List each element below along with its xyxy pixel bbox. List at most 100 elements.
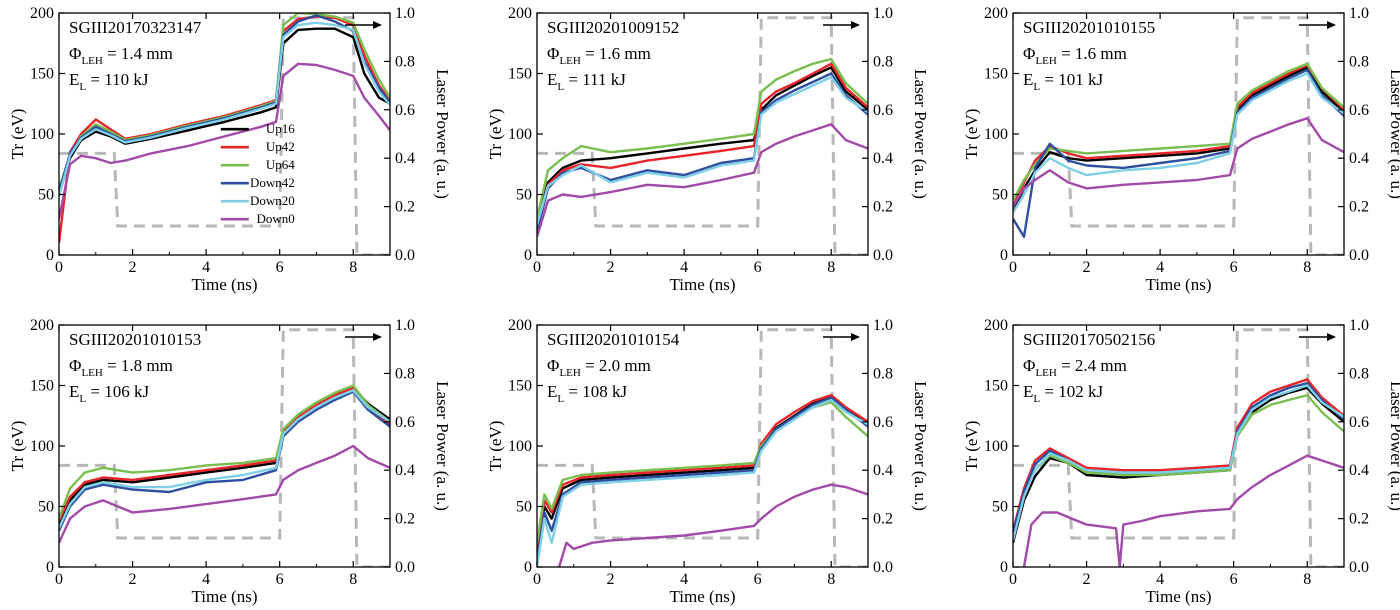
x-tick-label: 4 [202, 259, 210, 276]
y2-tick-label: 0.6 [873, 414, 893, 431]
y2-tick-label: 1.0 [1349, 5, 1369, 22]
y-tick-label: 150 [508, 378, 532, 395]
shot-label: SGIII20201009152 [547, 18, 679, 37]
x-tick-label: 8 [1303, 571, 1311, 588]
y-tick-label: 150 [30, 378, 54, 395]
y-tick-label: 50 [38, 499, 54, 516]
y-axis-left-label: Tr (eV) [8, 421, 27, 472]
x-tick-label: 2 [129, 259, 137, 276]
y2-tick-label: 0.6 [395, 102, 415, 119]
y2-tick-label: 0.4 [1349, 462, 1369, 479]
series-line-up16 [1013, 66, 1344, 214]
x-tick-label: 8 [349, 571, 357, 588]
x-tick-label: 2 [129, 571, 137, 588]
laser-energy-label: EL = 111 kJ [547, 70, 626, 93]
x-tick-label: 6 [1230, 571, 1238, 588]
right-arrow-icon [345, 21, 382, 29]
y2-tick-label: 0.2 [873, 511, 893, 528]
y-tick-label: 50 [516, 499, 532, 516]
legend-label-down42: Down42 [250, 175, 295, 190]
y-tick-label: 50 [516, 187, 532, 204]
y2-tick-label: 0.2 [1349, 199, 1369, 216]
y2-tick-label: 0.0 [1349, 559, 1369, 576]
series-line-down0 [1013, 117, 1344, 208]
leh-diameter-label: ΦLEH = 2.4 mm [1023, 356, 1127, 379]
x-tick-label: 2 [1083, 571, 1091, 588]
legend-label-up16: Up16 [266, 121, 295, 136]
y-tick-label: 100 [508, 438, 532, 455]
y-axis-right-label: Laser Power (a. u.) [433, 69, 452, 199]
x-tick-label: 4 [680, 571, 688, 588]
y2-tick-label: 0.4 [873, 150, 893, 167]
y-tick-label: 0 [524, 247, 532, 264]
right-arrow-icon [823, 21, 860, 29]
series-line-down42 [59, 390, 390, 532]
y-tick-label: 0 [1000, 247, 1008, 264]
x-axis-label: Time (ns) [192, 275, 258, 294]
y2-tick-label: 1.0 [395, 5, 415, 22]
y-tick-label: 0 [46, 247, 54, 264]
y-tick-label: 100 [984, 126, 1008, 143]
y-tick-label: 100 [30, 438, 54, 455]
shot-label: SGIII20201010155 [1023, 18, 1155, 37]
chart-panel-2: 0 2 4 6 8 0 50 100 150 200 0.0 0.2 0.4 0.6 0.8 1.0 Time … [486, 5, 930, 294]
series-line-up42 [59, 386, 390, 522]
y2-tick-label: 0.8 [873, 53, 893, 70]
laser-energy-label: EL = 108 kJ [547, 382, 627, 405]
right-arrow-icon [1299, 333, 1336, 341]
y2-tick-label: 0.0 [873, 559, 893, 576]
y-tick-label: 200 [508, 5, 532, 22]
y-axis-left-label: Tr (eV) [486, 109, 505, 160]
x-axis-label: Time (ns) [1146, 275, 1212, 294]
series-line-up64 [59, 384, 390, 520]
y-tick-label: 50 [992, 499, 1008, 516]
x-tick-label: 0 [533, 259, 541, 276]
series-line-up42 [1013, 378, 1344, 532]
y-axis-right-label: Laser Power (a. u.) [433, 381, 452, 511]
y2-tick-label: 0.6 [395, 414, 415, 431]
x-axis-label: Time (ns) [192, 587, 258, 606]
y2-tick-label: 0.4 [395, 462, 415, 479]
y2-tick-label: 0.6 [1349, 102, 1369, 119]
y2-tick-label: 0.0 [395, 247, 415, 264]
legend: Up16 Up42 Up64 Down42 Down20 Down0 [220, 121, 295, 226]
y-tick-label: 0 [46, 559, 54, 576]
shot-label: SGIII20201010154 [547, 330, 680, 349]
laser-energy-label: EL = 106 kJ [69, 382, 149, 405]
series-line-down20 [1013, 384, 1344, 541]
x-tick-label: 4 [202, 571, 210, 588]
y2-tick-label: 0.6 [873, 102, 893, 119]
y-tick-label: 150 [508, 66, 532, 83]
right-arrow-icon [823, 333, 860, 341]
legend-label-up42: Up42 [266, 139, 295, 154]
series-line-down20 [537, 75, 868, 226]
leh-diameter-label: ΦLEH = 2.0 mm [547, 356, 651, 379]
y2-tick-label: 0.8 [395, 53, 415, 70]
y2-tick-label: 0.8 [873, 365, 893, 382]
shot-label: SGIII20170323147 [69, 18, 202, 37]
y-tick-label: 150 [30, 66, 54, 83]
laser-pulse-line [1013, 16, 1344, 255]
y-tick-label: 100 [984, 438, 1008, 455]
right-arrow-icon [345, 333, 382, 341]
laser-pulse-line [537, 16, 868, 255]
leh-diameter-label: ΦLEH = 1.6 mm [1023, 44, 1127, 67]
chart-panel-4: 0 2 4 6 8 0 50 100 150 200 0.0 0.2 0.4 0.6 0.8 1.0 Time … [8, 317, 452, 606]
y2-tick-label: 0.2 [1349, 511, 1369, 528]
x-tick-label: 8 [349, 259, 357, 276]
y-axis-left-label: Tr (eV) [486, 421, 505, 472]
x-tick-label: 8 [1303, 259, 1311, 276]
x-tick-label: 6 [754, 571, 762, 588]
y-axis-left-label: Tr (eV) [8, 109, 27, 160]
y2-tick-label: 0.4 [873, 462, 893, 479]
series-line-down42 [1013, 68, 1344, 238]
shot-label: SGIII20170502156 [1023, 330, 1155, 349]
y2-tick-label: 0.0 [395, 559, 415, 576]
series-line-down42 [537, 396, 868, 562]
y2-tick-label: 0.6 [1349, 414, 1369, 431]
y-tick-label: 200 [984, 5, 1008, 22]
y-axis-left-label: Tr (eV) [962, 109, 981, 160]
y2-tick-label: 1.0 [1349, 317, 1369, 334]
laser-pulse-line [537, 328, 868, 567]
